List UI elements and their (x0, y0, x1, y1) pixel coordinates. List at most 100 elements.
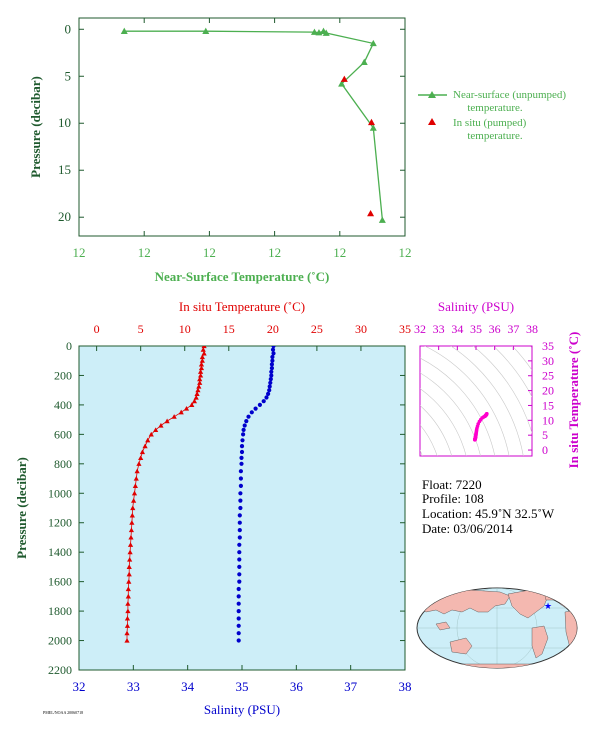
temperature-point (200, 347, 206, 352)
salinity-point (269, 373, 274, 378)
salinity-point (237, 520, 242, 525)
near-surface-point (310, 28, 318, 35)
near-surface-point (338, 80, 346, 87)
float-info: Float: 7220 Profile: 108 Location: 45.9˚… (422, 477, 555, 536)
salinity-point (264, 395, 269, 400)
salinity-point (238, 505, 243, 511)
temperature-point (148, 431, 154, 437)
temperature-point (196, 383, 202, 389)
salinity-tick-label: 34 (181, 679, 195, 694)
near-surface-point (369, 124, 377, 131)
salinity-point (236, 623, 241, 628)
pressure-tick-label: 1600 (48, 575, 72, 589)
ts-density-contours (420, 346, 532, 456)
y-tick-label: 0 (65, 21, 72, 36)
footer-code: PMEL/NOAA 20060718 (43, 710, 83, 715)
near-surface-point (322, 29, 330, 36)
in-situ-point (340, 75, 348, 82)
temperature-point (201, 346, 207, 349)
temperature-point (197, 380, 203, 385)
pressure-tick-label: 2000 (48, 634, 72, 648)
ts-y-tick-label: 20 (542, 384, 554, 398)
salinity-point (241, 427, 246, 432)
x-tick-label: 12 (333, 245, 346, 260)
ts-y-tick-label: 25 (542, 369, 554, 383)
temperature-point (189, 402, 195, 407)
ts-x-tick-label: 37 (507, 322, 519, 336)
temperature-point (164, 418, 170, 424)
salinity-point (237, 557, 242, 562)
profile-bottom-axis-label: Salinity (PSU) (204, 702, 280, 717)
temperature-point (124, 623, 131, 628)
ts-x-tick-label: 33 (433, 322, 445, 336)
temperature-point (191, 398, 198, 404)
profile-y-axis-label: Pressure (decibar) (14, 457, 29, 559)
salinity-point (269, 369, 274, 374)
ts-y-tick-label: 15 (542, 398, 554, 412)
salinity-point (242, 423, 247, 428)
ts-y-axis-label: In situ Temperature (˚C) (566, 332, 581, 469)
salinity-point (269, 366, 274, 371)
ts-y-tick-label: 30 (542, 354, 554, 368)
temperature-point (128, 527, 135, 533)
density-contour (492, 346, 532, 398)
ts-y-tick-label: 5 (542, 428, 548, 442)
profile-salinity-axis: 32 33 34 35 36 37 38 (73, 665, 412, 694)
temperature-tick-label: 15 (223, 322, 235, 336)
density-contour (450, 346, 524, 456)
ts-point (473, 438, 477, 442)
salinity-point (239, 444, 245, 449)
temperature-point (127, 549, 133, 555)
pressure-tick-label: 600 (54, 427, 72, 441)
temperature-point (125, 608, 131, 614)
x-tick-label: 12 (399, 245, 412, 260)
salinity-point (236, 631, 241, 636)
density-contour (420, 405, 452, 456)
density-contour (420, 388, 467, 456)
salinity-point (271, 351, 276, 356)
float-location: Location: 45.9˚N 32.5˚W (422, 506, 555, 521)
near-surface-point (202, 27, 210, 34)
legend-marker-near-surface (428, 91, 436, 98)
salinity-point (240, 438, 245, 443)
temperature-point (178, 409, 184, 415)
pressure-tick-label: 800 (54, 457, 72, 471)
temperature-point (193, 394, 199, 400)
salinity-point (237, 528, 242, 533)
pressure-tick-label: 1400 (48, 545, 72, 559)
temperature-point (130, 505, 136, 511)
x-tick-label: 12 (203, 245, 216, 260)
temperature-point (195, 387, 201, 393)
salinity-point (271, 346, 276, 349)
salinity-point (253, 406, 258, 411)
map-greenland (543, 590, 557, 601)
ts-salinity-axis: 32 33 34 35 36 37 38 (414, 322, 538, 350)
temperature-point (126, 571, 132, 577)
salinity-point (236, 586, 241, 592)
temperature-tick-label: 35 (399, 322, 411, 336)
temperature-point (131, 498, 137, 503)
salinity-point (270, 358, 275, 363)
temperature-point (131, 490, 138, 496)
temperature-point (125, 601, 131, 606)
temperature-point (142, 443, 148, 449)
salinity-point (237, 579, 242, 584)
salinity-point (267, 384, 272, 389)
temperature-point (197, 369, 204, 374)
temperature-point (124, 615, 131, 621)
y-tick-label: 10 (58, 115, 71, 130)
salinity-point (237, 535, 242, 540)
near-surface-point (120, 27, 128, 34)
temperature-point (138, 455, 144, 461)
density-contour (472, 346, 532, 435)
salinity-point (238, 491, 243, 496)
temperature-point (128, 534, 134, 540)
legend-label-near-surface-line1: Near-surface (unpumped) (453, 89, 566, 101)
in-situ-point (367, 209, 375, 217)
temperature-point (199, 354, 205, 360)
ts-points (473, 412, 489, 442)
salinity-point (238, 483, 243, 488)
temperature-point (129, 520, 135, 525)
